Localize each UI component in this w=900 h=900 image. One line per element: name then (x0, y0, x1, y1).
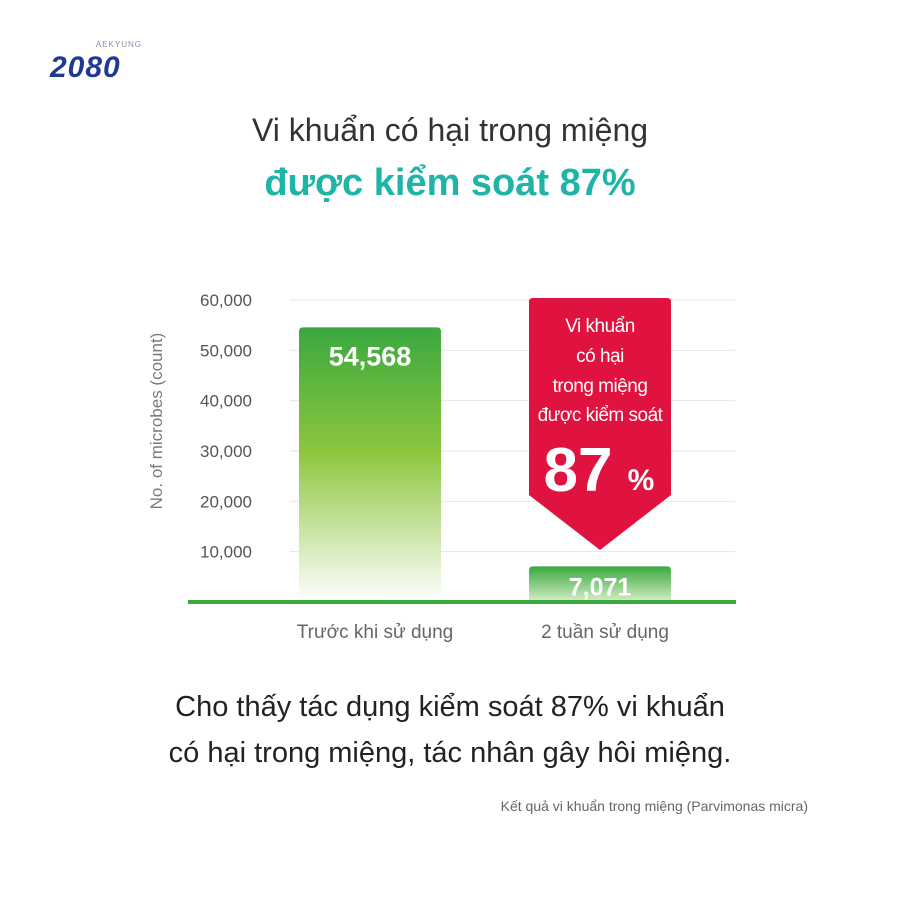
y-tick-label: 40,000 (200, 392, 252, 411)
brand-logo: AEKYUNG 2080 (50, 40, 150, 84)
y-tick-label: 10,000 (200, 543, 252, 562)
bar (529, 566, 671, 602)
x-tick-label: 2 tuần sử dụng (541, 622, 669, 643)
callout-percent-value: 87 (544, 436, 613, 505)
description: Cho thấy tác dụng kiểm soát 87% vi khuẩn… (0, 684, 900, 776)
bar (299, 327, 441, 602)
logo-product-name: 2080 (50, 51, 121, 84)
x-tick-label: Trước khi sử dụng (297, 622, 454, 643)
y-tick-label: 20,000 (200, 492, 252, 511)
callout-banner (529, 298, 671, 550)
y-tick-label: 60,000 (200, 291, 252, 310)
callout-text-line: có hại (576, 346, 624, 367)
headline-line-1: Vi khuẩn có hại trong miệng (251, 112, 649, 148)
callout-percent-unit: % (628, 464, 655, 497)
y-tick-label: 30,000 (200, 442, 252, 461)
y-axis-label: No. of microbes (count) (147, 333, 166, 510)
headline-line-2: được kiểm soát 87% (264, 162, 636, 204)
callout-text-line: trong miệng (553, 376, 648, 397)
description-line-1: Cho thấy tác dụng kiểm soát 87% vi khuẩn (175, 691, 725, 723)
logo-brand-name: AEKYUNG (95, 40, 142, 49)
source-note: Kết quả vi khuẩn trong miệng (Parvimonas… (500, 798, 808, 814)
y-tick-label: 50,000 (200, 341, 252, 360)
bar-value-label: 54,568 (329, 341, 412, 371)
bar-value-label: 7,071 (569, 573, 632, 601)
callout-text-line: được kiểm soát (538, 405, 664, 426)
callout-text-line: Vi khuẩn (565, 316, 635, 337)
bar-chart: 54,568 7,071 Vi khuẩn có hại trong miệng đượ… (147, 291, 736, 643)
description-line-2: có hại trong miệng, tác nhân gây hôi miệ… (168, 737, 732, 769)
